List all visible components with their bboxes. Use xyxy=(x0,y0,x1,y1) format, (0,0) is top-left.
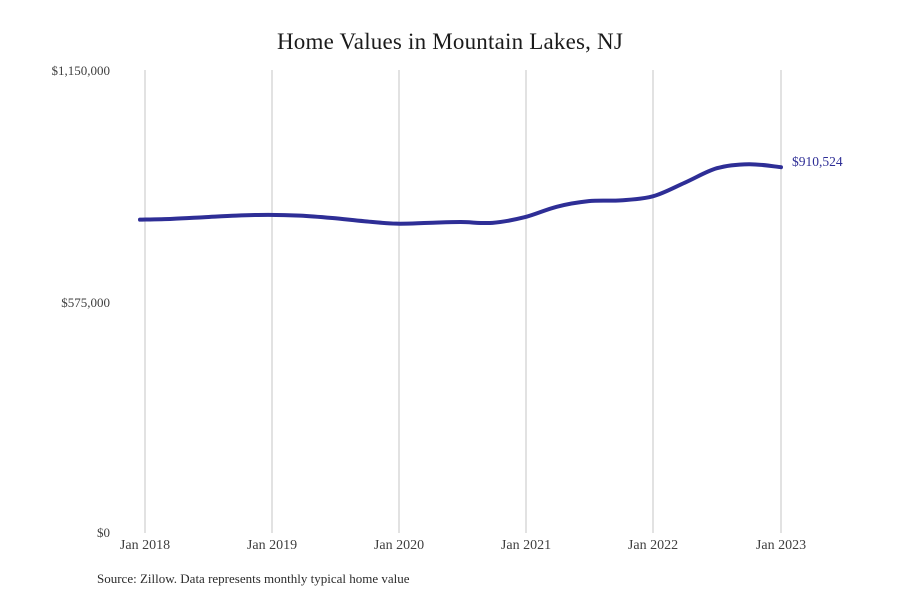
x-axis-tick-label-jan-2023: Jan 2023 xyxy=(755,538,807,553)
y-axis-tick-label-bottom: $0 xyxy=(97,525,110,540)
x-gridlines xyxy=(144,70,782,533)
x-axis-tick-label-jan-2019: Jan 2019 xyxy=(246,538,298,553)
y-axis-tick-label-mid: $575,000 xyxy=(61,295,110,310)
end-value-annotation: $910,524 xyxy=(792,154,843,170)
x-axis-tick-label-jan-2022: Jan 2022 xyxy=(627,538,679,553)
x-axis-tick-label-jan-2018: Jan 2018 xyxy=(119,538,171,553)
page-title: Home Values in Mountain Lakes, NJ xyxy=(276,29,624,54)
x-axis-tick-label-jan-2021: Jan 2021 xyxy=(500,538,552,553)
x-axis-tick-label-jan-2020: Jan 2020 xyxy=(373,538,425,553)
home-value-line xyxy=(138,162,783,226)
source-note: Source: Zillow. Data represents monthly … xyxy=(97,571,410,586)
y-axis-tick-label-top: $1,150,000 xyxy=(51,63,111,78)
